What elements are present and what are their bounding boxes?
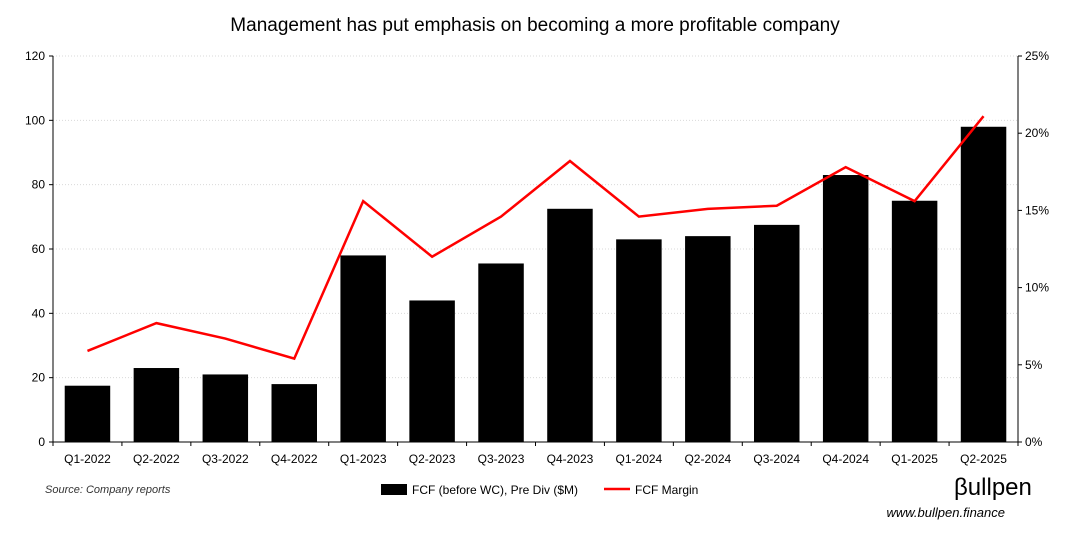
right-tick-label: 25% [1025, 49, 1049, 63]
bar [271, 384, 317, 442]
chart-title: Management has put emphasis on becoming … [230, 15, 840, 36]
x-axis-ticks: Q1-2022 Q2-2022 Q3-2022 Q4-2022 Q1-2023 Q2-20… [52, 442, 1019, 466]
x-tick-label: Q1-2022 [64, 452, 111, 466]
legend-swatch-bar [381, 484, 407, 495]
left-tick-label: 40 [32, 306, 46, 320]
right-tick-label: 0% [1025, 435, 1043, 449]
x-tick-label: Q4-2022 [271, 452, 318, 466]
left-tick-label: 100 [25, 113, 45, 127]
x-tick-label: Q2-2023 [409, 452, 456, 466]
right-tick-label: 15% [1025, 203, 1049, 217]
bar [822, 175, 869, 442]
bar [754, 224, 800, 442]
line-series [86, 115, 985, 361]
right-tick-label: 5% [1025, 358, 1043, 372]
right-tick-label: 20% [1025, 126, 1049, 140]
left-tick-label: 0 [38, 435, 45, 449]
bar [478, 263, 524, 442]
x-tick-label: Q1-2024 [616, 452, 663, 466]
x-tick-label: Q3-2023 [478, 452, 525, 466]
bar [202, 374, 249, 442]
right-axis-ticks: 0% 5% 10% 15% 20% 25% [1018, 49, 1049, 449]
x-tick-label: Q1-2023 [340, 452, 387, 466]
bar [616, 239, 662, 442]
bar [685, 236, 731, 442]
website-url: www.bullpen.finance [886, 505, 1005, 520]
gridlines [53, 55, 1018, 379]
left-tick-label: 20 [32, 371, 46, 385]
bar [64, 385, 111, 442]
right-tick-label: 10% [1025, 281, 1049, 295]
x-tick-label: Q3-2022 [202, 452, 249, 466]
bar [547, 208, 593, 442]
x-tick-label: Q2-2022 [133, 452, 180, 466]
bar-series [64, 126, 1007, 443]
bar [133, 368, 180, 442]
margin-line [86, 115, 985, 361]
left-axis-ticks: 0 20 40 60 80 100 120 [25, 49, 53, 449]
bar [960, 126, 1007, 443]
x-tick-label: Q2-2025 [960, 452, 1007, 466]
left-tick-label: 80 [32, 178, 46, 192]
legend-label-bar: FCF (before WC), Pre Div ($M) [412, 483, 578, 497]
x-tick-label: Q2-2024 [684, 452, 731, 466]
x-tick-label: Q4-2024 [822, 452, 869, 466]
legend: FCF (before WC), Pre Div ($M) FCF Margin [381, 483, 698, 497]
source-note: Source: Company reports [45, 484, 171, 496]
x-tick-label: Q4-2023 [547, 452, 594, 466]
bar [891, 200, 938, 442]
bar [340, 255, 386, 442]
legend-label-line: FCF Margin [635, 483, 698, 497]
left-tick-label: 120 [25, 49, 45, 63]
left-tick-label: 60 [32, 242, 46, 256]
brand-logo: βullpen [954, 474, 1032, 501]
bar [409, 300, 455, 442]
x-tick-label: Q3-2024 [753, 452, 800, 466]
x-tick-label: Q1-2025 [891, 452, 938, 466]
